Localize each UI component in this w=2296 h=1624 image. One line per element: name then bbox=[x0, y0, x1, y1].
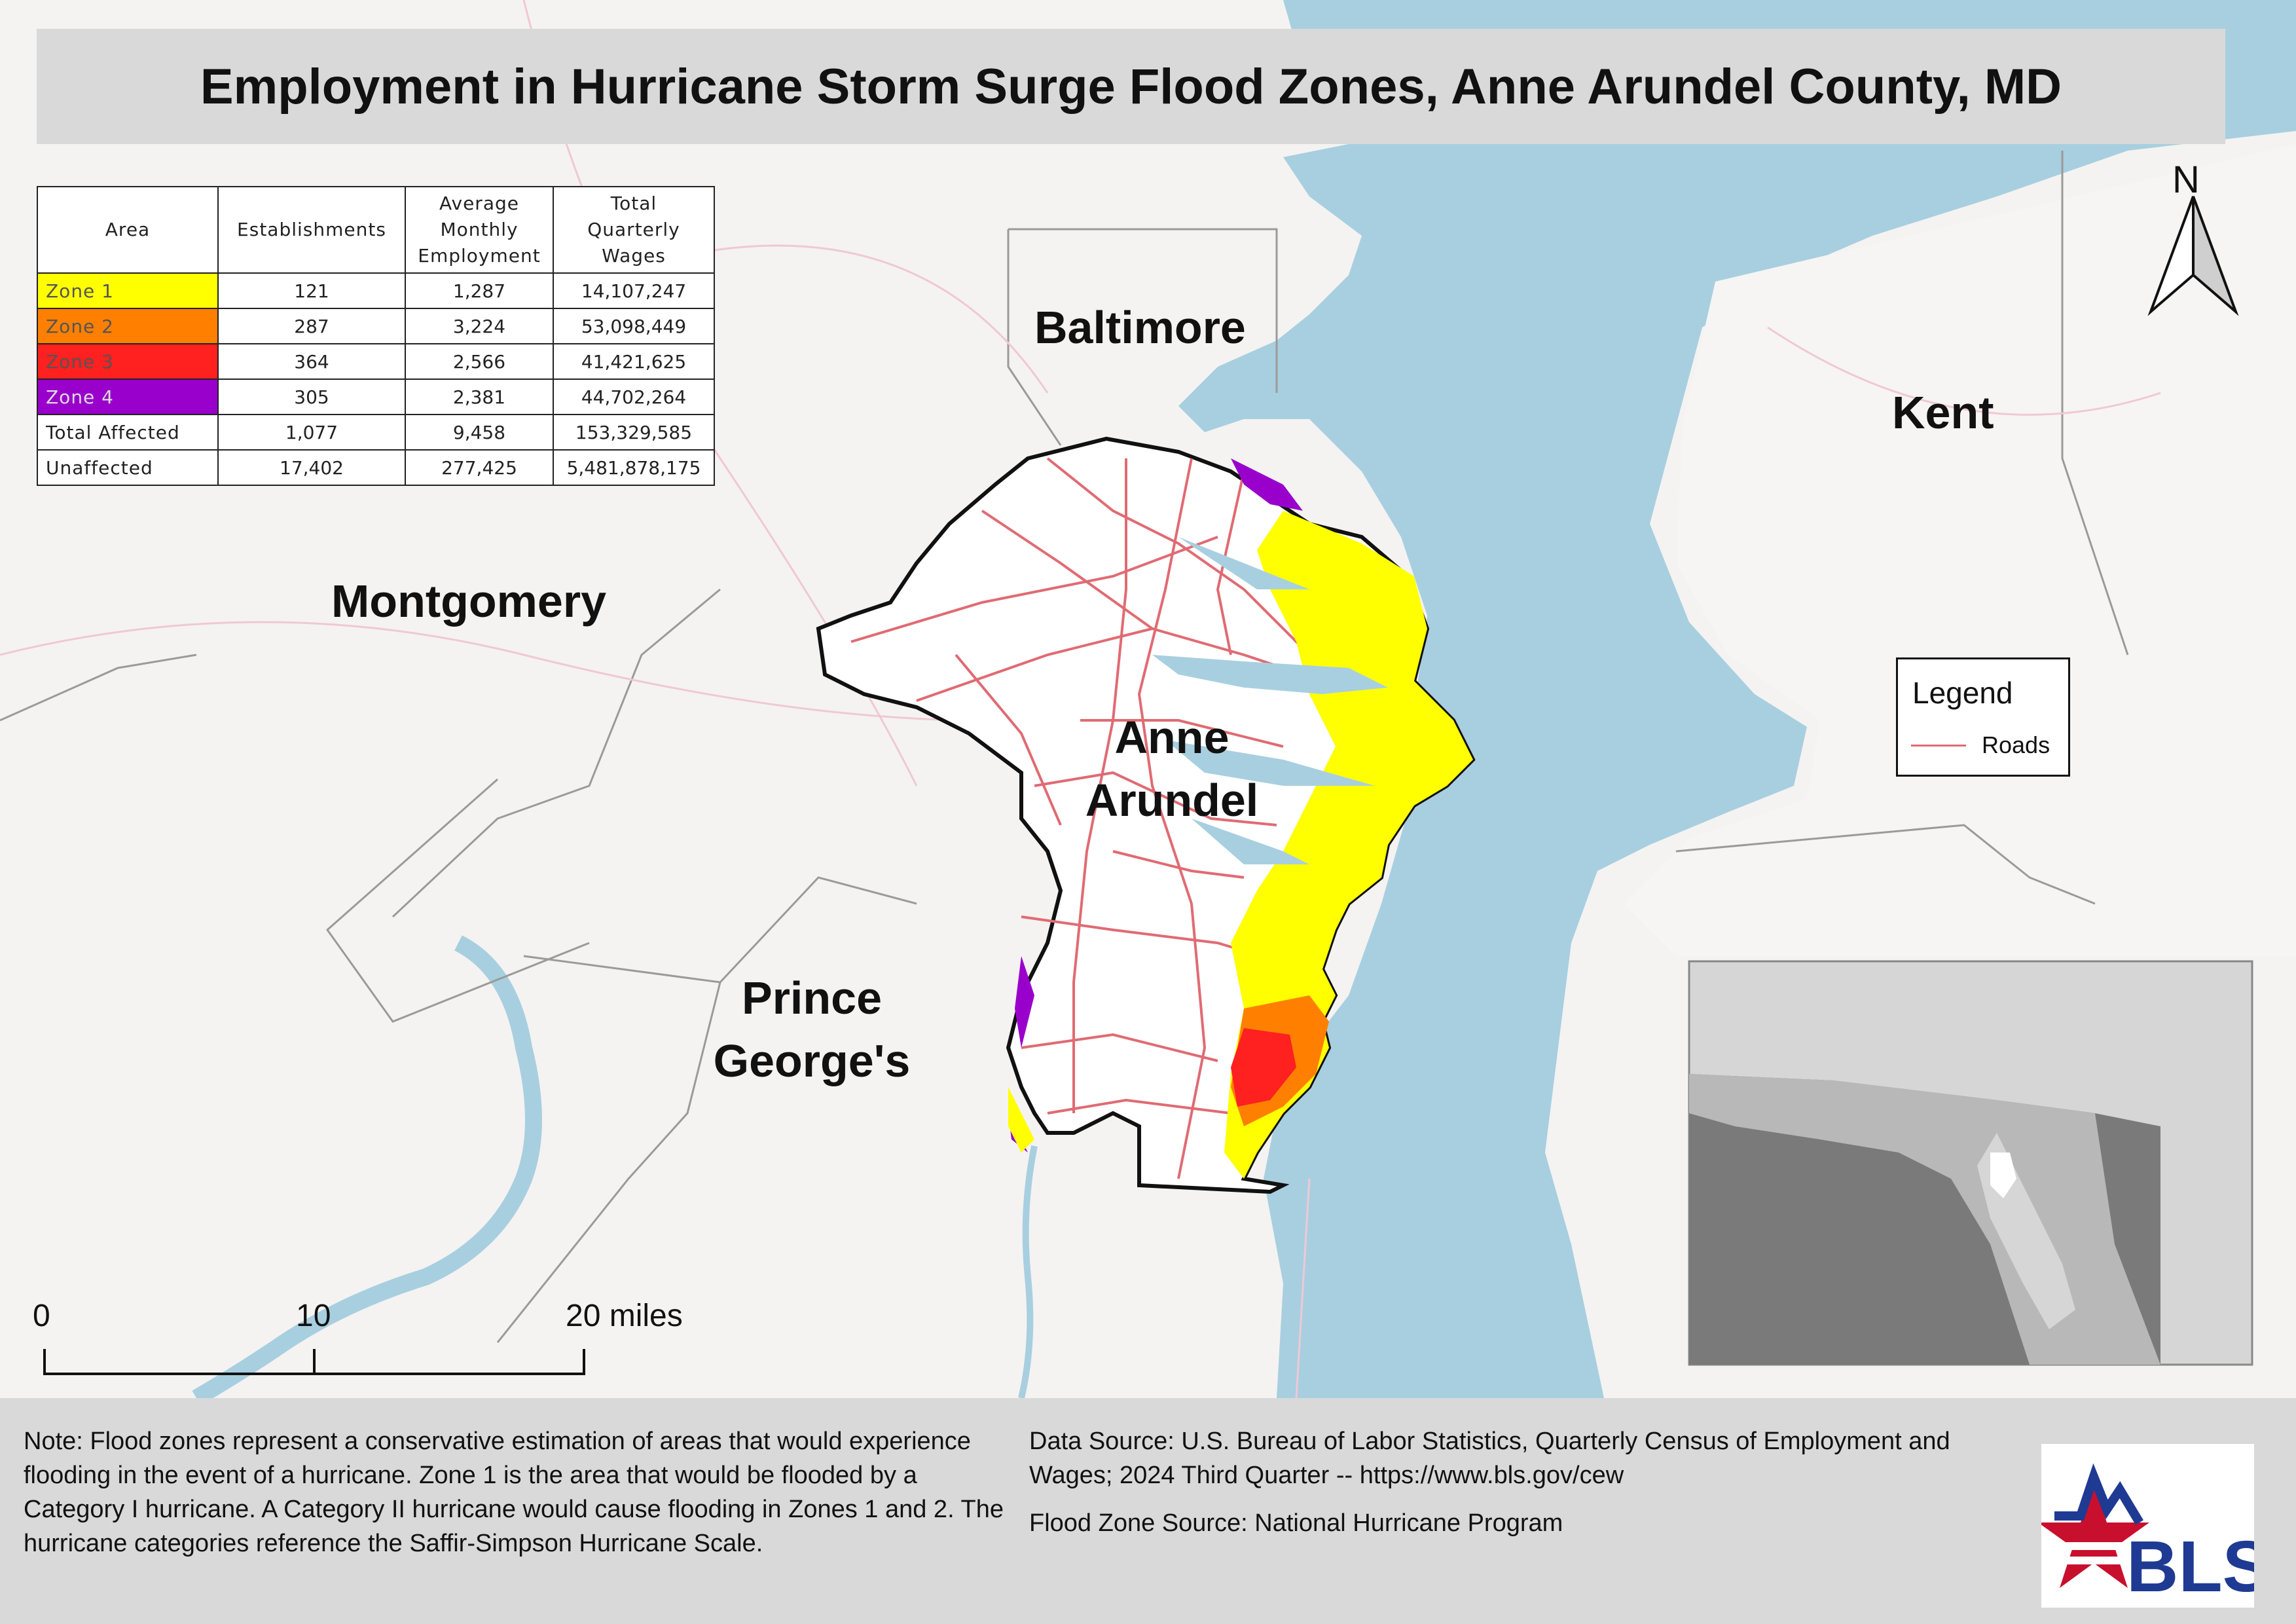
table-row: Zone 1 121 1,287 14,107,247 bbox=[37, 272, 715, 309]
legend-box: Legend Roads bbox=[1896, 657, 2070, 777]
row-wages: 14,107,247 bbox=[553, 272, 715, 309]
legend-roads-label: Roads bbox=[1982, 731, 2050, 758]
label-prince-georges: Prince George's bbox=[694, 967, 930, 1092]
table-row: Unaffected 17,402 277,425 5,481,878,175 bbox=[37, 449, 715, 486]
row-employment: 2,381 bbox=[405, 378, 554, 415]
row-area: Unaffected bbox=[37, 449, 219, 486]
scale-label-0: 0 bbox=[33, 1299, 50, 1333]
roads-legend-swatch bbox=[1911, 745, 1966, 747]
row-wages: 53,098,449 bbox=[553, 308, 715, 344]
flood-zone-4-west bbox=[1008, 956, 1034, 1153]
patuxent-river bbox=[1018, 1145, 1038, 1399]
row-establishments: 17,402 bbox=[217, 449, 406, 486]
bls-logo-text: BLS bbox=[2126, 1526, 2254, 1607]
row-employment: 1,287 bbox=[405, 272, 554, 309]
row-establishments: 305 bbox=[217, 378, 406, 415]
flood-zones bbox=[1008, 458, 1473, 1179]
row-wages: 41,421,625 bbox=[553, 343, 715, 380]
footer-note: Note: Flood zones represent a conservati… bbox=[24, 1428, 1004, 1557]
row-area: Total Affected bbox=[37, 414, 219, 451]
label-prince-georges-line1: Prince bbox=[742, 972, 882, 1024]
header-employment: Average Monthly Employment bbox=[405, 186, 554, 274]
row-area: Zone 2 bbox=[37, 308, 219, 344]
north-arrow-label: N bbox=[2172, 158, 2200, 201]
label-anne-arundel-line1: Anne bbox=[1114, 712, 1230, 763]
label-anne-arundel: Anne Arundel bbox=[1074, 706, 1270, 832]
north-arrow-icon bbox=[2147, 196, 2239, 316]
label-prince-georges-line2: George's bbox=[713, 1035, 911, 1086]
row-area: Zone 4 bbox=[37, 378, 219, 415]
header-area: Area bbox=[37, 186, 219, 274]
inlet-water bbox=[1152, 537, 1388, 864]
bls-logo: BLS bbox=[2038, 1444, 2270, 1608]
row-wages: 5,481,878,175 bbox=[553, 449, 715, 486]
row-employment: 277,425 bbox=[405, 449, 554, 486]
scale-label-20: 20 miles bbox=[566, 1299, 683, 1333]
row-wages: 153,329,585 bbox=[553, 414, 715, 451]
footer-data-source: Data Source: U.S. Bureau of Labor Statis… bbox=[1029, 1428, 1950, 1489]
scale-label-10: 10 bbox=[296, 1299, 331, 1333]
header-wages: Total Quarterly Wages bbox=[553, 186, 715, 274]
chesapeake-bay-water bbox=[1178, 0, 2296, 1398]
flood-zone-3 bbox=[1231, 1028, 1296, 1107]
legend-title: Legend bbox=[1912, 676, 2013, 710]
county-boundaries bbox=[0, 151, 2129, 1343]
footer-panel: Note: Flood zones represent a conservati… bbox=[0, 1398, 2296, 1624]
row-employment: 2,566 bbox=[405, 343, 554, 380]
eastern-shore-land bbox=[1624, 144, 2296, 956]
title-bar: Employment in Hurricane Storm Surge Floo… bbox=[37, 29, 2225, 144]
inset-locator-map bbox=[1688, 960, 2253, 1366]
row-area: Zone 3 bbox=[37, 343, 219, 380]
label-baltimore: Baltimore bbox=[1034, 302, 1246, 353]
row-establishments: 1,077 bbox=[217, 414, 406, 451]
header-establishments: Establishments bbox=[217, 186, 406, 274]
row-area: Zone 1 bbox=[37, 272, 219, 309]
county-roads bbox=[850, 457, 1350, 1179]
row-employment: 9,458 bbox=[405, 414, 554, 451]
row-wages: 44,702,264 bbox=[553, 378, 715, 415]
map-title: Employment in Hurricane Storm Surge Floo… bbox=[200, 58, 2062, 115]
row-establishments: 121 bbox=[217, 272, 406, 309]
row-establishments: 287 bbox=[217, 308, 406, 344]
flood-zone-4 bbox=[1231, 458, 1303, 511]
row-establishments: 364 bbox=[217, 343, 406, 380]
table-header-row: Area Establishments Average Monthly Empl… bbox=[37, 186, 715, 274]
footer-flood-source: Flood Zone Source: National Hurricane Pr… bbox=[1029, 1509, 1563, 1537]
scale-bar bbox=[43, 1349, 585, 1375]
table-row: Zone 4 305 2,381 44,702,264 bbox=[37, 378, 715, 415]
table-row: Zone 3 364 2,566 41,421,625 bbox=[37, 343, 715, 380]
statistics-table: Area Establishments Average Monthly Empl… bbox=[37, 186, 715, 486]
label-montgomery: Montgomery bbox=[331, 576, 606, 627]
row-employment: 3,224 bbox=[405, 308, 554, 344]
flood-zone-1-west bbox=[1008, 1087, 1034, 1153]
label-anne-arundel-line2: Arundel bbox=[1085, 775, 1259, 826]
table-row: Total Affected 1,077 9,458 153,329,585 bbox=[37, 414, 715, 451]
potomac-river bbox=[192, 935, 542, 1406]
table-row: Zone 2 287 3,224 53,098,449 bbox=[37, 308, 715, 344]
bls-logo-icon: BLS bbox=[2038, 1463, 2270, 1607]
label-kent: Kent bbox=[1892, 387, 1994, 438]
